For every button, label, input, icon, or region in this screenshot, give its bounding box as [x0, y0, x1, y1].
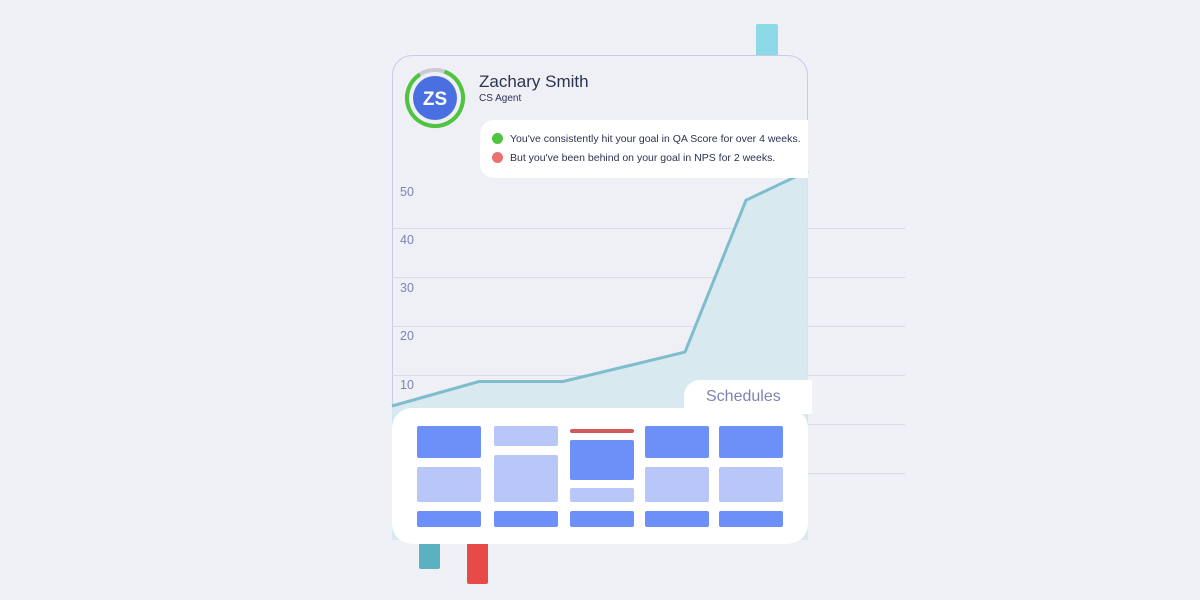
- insights-panel: You've consistently hit your goal in QA …: [480, 120, 808, 178]
- schedule-block[interactable]: [719, 467, 783, 502]
- y-tick-30: 30: [400, 281, 414, 295]
- schedule-block[interactable]: [494, 455, 558, 502]
- decorative-bar-teal: [419, 544, 440, 569]
- y-tick-40: 40: [400, 233, 414, 247]
- y-tick-50: 50: [400, 185, 414, 199]
- schedule-block[interactable]: [645, 467, 709, 502]
- current-time-indicator: [570, 429, 634, 433]
- y-tick-10: 10: [400, 378, 414, 392]
- schedule-block[interactable]: [645, 511, 709, 527]
- avatar-initials: ZS: [423, 89, 447, 110]
- avatar: ZS: [405, 68, 465, 128]
- decorative-bar-red: [467, 544, 488, 584]
- insight-negative: But you've been behind on your goal in N…: [492, 148, 808, 167]
- schedule-block[interactable]: [719, 426, 783, 458]
- schedule-block[interactable]: [570, 440, 634, 480]
- schedule-block[interactable]: [417, 511, 481, 527]
- schedule-block[interactable]: [494, 511, 558, 527]
- chart-line: [391, 169, 809, 408]
- schedule-block[interactable]: [417, 467, 481, 502]
- schedule-block[interactable]: [570, 488, 634, 502]
- schedule-block[interactable]: [645, 426, 709, 458]
- insight-text: But you've been behind on your goal in N…: [510, 151, 776, 164]
- warning-dot-icon: [492, 152, 503, 163]
- schedule-block[interactable]: [494, 426, 558, 446]
- profile-name: Zachary Smith: [479, 72, 589, 91]
- schedule-block[interactable]: [417, 426, 481, 458]
- schedule-block[interactable]: [570, 511, 634, 527]
- y-tick-20: 20: [400, 329, 414, 343]
- profile-role: CS Agent: [479, 93, 522, 104]
- insight-positive: You've consistently hit your goal in QA …: [492, 129, 808, 148]
- success-dot-icon: [492, 133, 503, 144]
- insight-text: You've consistently hit your goal in QA …: [510, 132, 801, 145]
- schedule-block[interactable]: [719, 511, 783, 527]
